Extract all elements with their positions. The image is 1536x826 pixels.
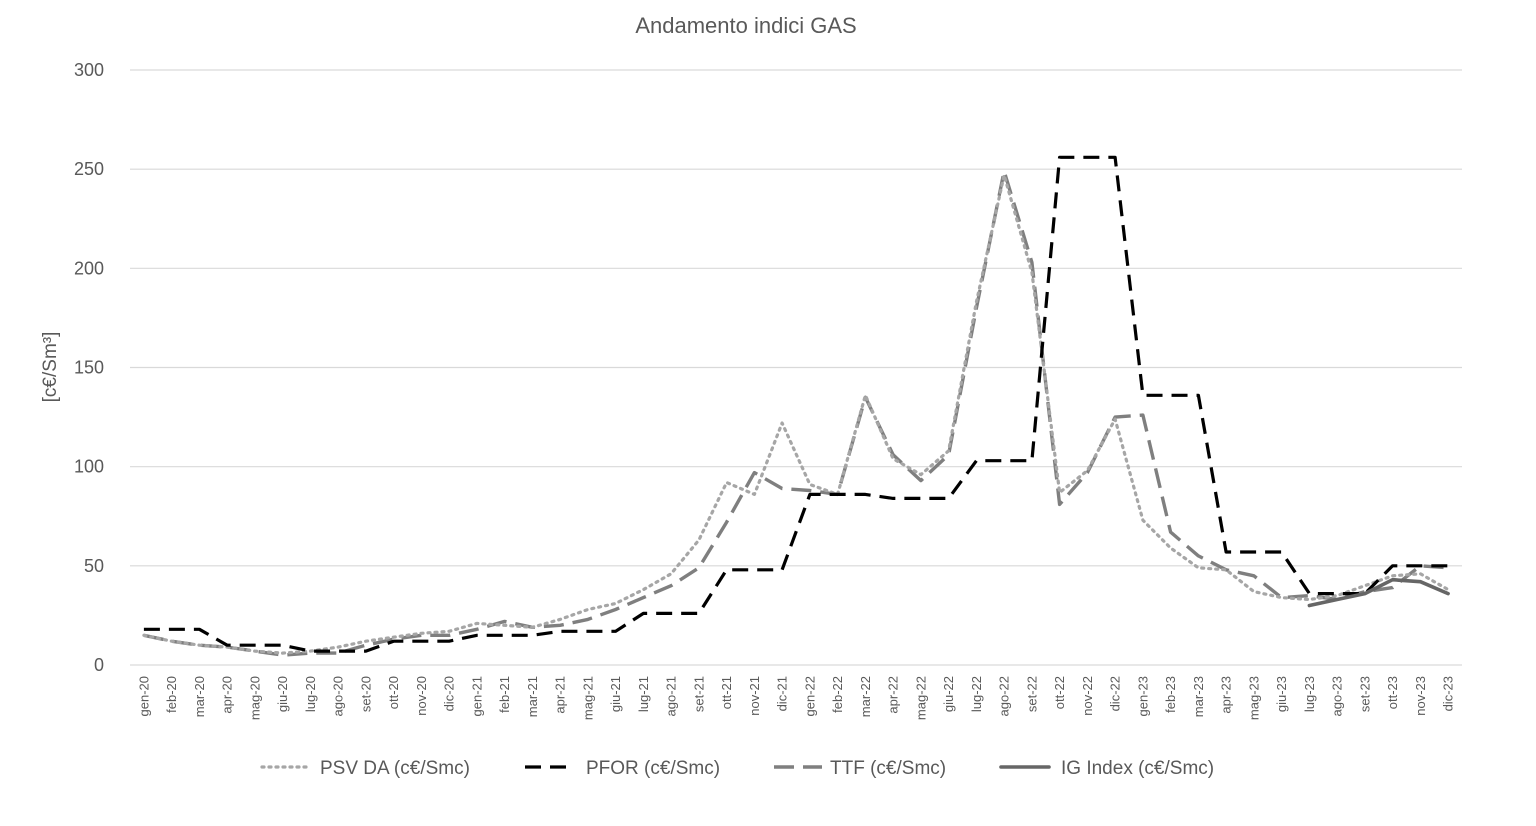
legend-label: TTF (c€/Smc)	[830, 758, 946, 779]
x-tick-label: mar-23	[1191, 676, 1206, 717]
x-tick-label: lug-23	[1302, 676, 1317, 712]
chart-title: Andamento indici GAS	[635, 13, 856, 38]
x-tick-label: feb-22	[830, 676, 845, 713]
legend-label: IG Index (c€/Smc)	[1061, 758, 1214, 779]
x-tick-label: mag-23	[1246, 676, 1261, 720]
y-tick-label: 0	[94, 655, 104, 675]
x-tick-label: apr-20	[220, 676, 235, 714]
x-tick-label: giu-20	[275, 676, 290, 712]
y-tick-label: 50	[84, 556, 104, 576]
x-axis-ticks: gen-20 feb-20 mar-20 apr-20 mag-20 giu-20 lug-…	[136, 676, 1455, 720]
x-tick-label: giu-22	[941, 676, 956, 712]
x-tick-label: lug-22	[969, 676, 984, 712]
series-line-2	[143, 169, 1449, 657]
legend-label: PFOR (c€/Smc)	[586, 758, 720, 779]
x-tick-label: dic-22	[1108, 676, 1123, 711]
series-line-1	[143, 155, 1449, 653]
x-tick-label: giu-21	[608, 676, 623, 712]
gridlines	[130, 69, 1462, 666]
y-axis-label: [c€/Sm³]	[40, 332, 61, 403]
x-tick-label: apr-23	[1219, 676, 1234, 714]
x-tick-label: mar-21	[525, 676, 540, 717]
x-tick-label: dic-23	[1441, 676, 1456, 711]
x-tick-label: gen-23	[1135, 676, 1150, 716]
x-tick-label: feb-21	[497, 676, 512, 713]
x-tick-label: gen-22	[802, 676, 817, 716]
x-tick-label: set-22	[1024, 676, 1039, 712]
x-tick-label: set-21	[691, 676, 706, 712]
x-tick-label: ott-20	[386, 676, 401, 709]
x-tick-label: mar-22	[858, 676, 873, 717]
series-lines	[142, 155, 1450, 657]
x-tick-label: mag-22	[913, 676, 928, 720]
y-tick-label: 100	[74, 457, 104, 477]
y-tick-label: 250	[74, 159, 104, 179]
x-tick-label: ago-20	[331, 676, 346, 716]
x-tick-label: apr-21	[553, 676, 568, 714]
x-tick-label: ago-22	[997, 676, 1012, 716]
y-axis-ticks: 0 50 100 150 200 250 300	[74, 60, 104, 675]
legend-label: PSV DA (c€/Smc)	[320, 758, 470, 779]
y-tick-label: 150	[74, 358, 104, 378]
x-tick-label: gen-21	[469, 676, 484, 716]
x-tick-label: ott-23	[1385, 676, 1400, 709]
x-tick-label: feb-20	[164, 676, 179, 713]
x-tick-label: ott-21	[719, 676, 734, 709]
x-tick-label: nov-20	[414, 676, 429, 716]
series-line-0	[142, 173, 1450, 655]
x-tick-label: ott-22	[1052, 676, 1067, 709]
x-tick-label: mag-20	[247, 676, 262, 720]
x-tick-label: dic-20	[442, 676, 457, 711]
y-tick-label: 300	[74, 60, 104, 80]
x-tick-label: lug-21	[636, 676, 651, 712]
y-tick-label: 200	[74, 258, 104, 278]
legend: PSV DA (c€/Smc) PFOR (c€/Smc) TTF (c€/Smc)…	[260, 758, 1214, 779]
x-tick-label: ago-23	[1330, 676, 1345, 716]
x-tick-label: mag-21	[580, 676, 595, 720]
x-tick-label: nov-21	[747, 676, 762, 716]
x-tick-label: nov-23	[1413, 676, 1428, 716]
x-tick-label: set-23	[1357, 676, 1372, 712]
x-tick-label: feb-23	[1163, 676, 1178, 713]
x-tick-label: giu-23	[1274, 676, 1289, 712]
x-tick-label: dic-21	[775, 676, 790, 711]
x-tick-label: nov-22	[1080, 676, 1095, 716]
x-tick-label: gen-20	[136, 676, 151, 716]
x-tick-label: lug-20	[303, 676, 318, 712]
x-tick-label: mar-20	[192, 676, 207, 717]
x-tick-label: apr-22	[886, 676, 901, 714]
x-tick-label: ago-21	[664, 676, 679, 716]
x-tick-label: set-20	[358, 676, 373, 712]
series-line-3	[1307, 577, 1450, 608]
